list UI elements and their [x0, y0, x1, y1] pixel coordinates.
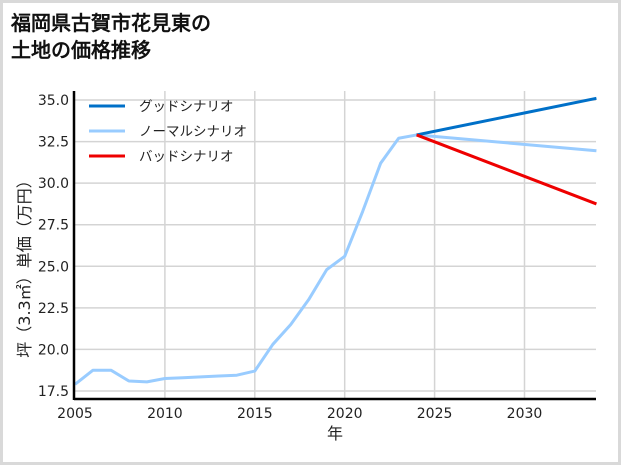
legend-item: グッドシナリオ: [89, 99, 234, 115]
y-axis-label: 坪（3.3㎡）単価（万円）: [15, 172, 34, 357]
series-line: [416, 133, 597, 206]
x-tick-label: 2025: [417, 406, 453, 422]
series-line: [416, 96, 597, 137]
y-tick-label: 22.5: [38, 301, 69, 317]
x-tick-label: 2030: [507, 406, 543, 422]
series-lines: [74, 96, 597, 386]
legend-label: ノーマルシナリオ: [139, 124, 247, 140]
y-tick-label: 30.0: [38, 176, 69, 192]
y-tick-label: 32.5: [38, 135, 69, 151]
legend-item: ノーマルシナリオ: [89, 124, 247, 140]
y-tick-label: 17.5: [38, 384, 69, 400]
x-tick-label: 2005: [57, 406, 93, 422]
y-tick-label: 25.0: [38, 259, 69, 275]
y-tick-label: 27.5: [38, 218, 69, 234]
x-tick-label: 2010: [147, 406, 183, 422]
tick-labels: 2005 2010 2015 2020 2025 2030 17.5 20.0 22.5 25.0…: [38, 93, 542, 422]
y-tick-label: 20.0: [38, 342, 69, 358]
x-axis-label: 年: [327, 424, 343, 443]
x-tick-label: 2020: [327, 406, 363, 422]
legend-label: バッドシナリオ: [139, 149, 234, 165]
legend-label: グッドシナリオ: [139, 99, 234, 115]
gridlines: [74, 91, 596, 399]
chart-frame: [3, 3, 618, 462]
legend-item: バッドシナリオ: [89, 149, 234, 165]
axes: [72, 91, 596, 401]
x-tick-label: 2015: [237, 406, 273, 422]
series-line: [74, 133, 597, 386]
y-tick-label: 35.0: [38, 93, 69, 109]
chart-title: 福岡県古賀市花見東の 土地の価格推移: [11, 11, 211, 62]
